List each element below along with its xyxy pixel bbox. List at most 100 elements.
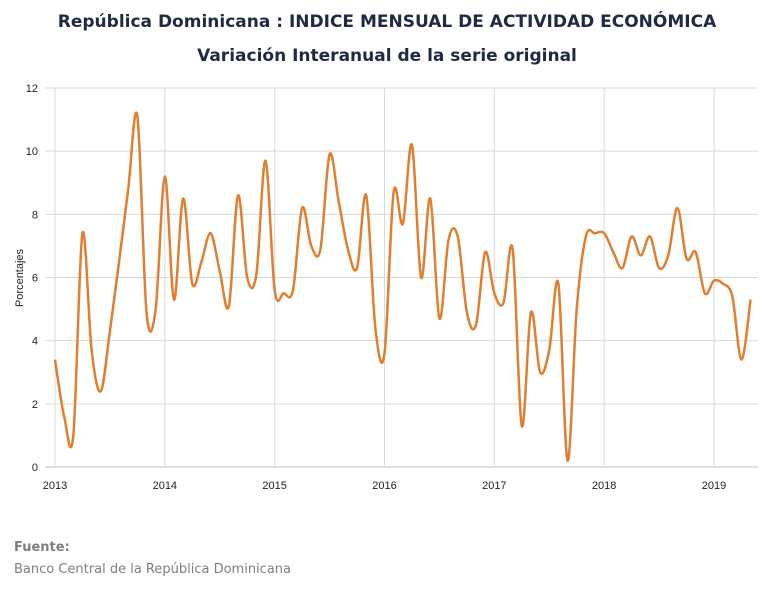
source-label: Fuente:	[14, 540, 70, 555]
data-point-2017-10	[575, 307, 579, 311]
series-line	[53, 111, 752, 462]
data-point-2017-06	[538, 370, 542, 374]
data-point-2015-01	[273, 288, 277, 292]
data-point-2015-05	[309, 244, 313, 248]
data-point-2013-08	[117, 260, 121, 264]
y-tick-label: 10	[26, 146, 38, 158]
data-point-2018-01	[602, 231, 606, 235]
x-tick-label: 2017	[482, 480, 506, 492]
data-point-2013-04	[80, 231, 84, 235]
y-tick-label: 4	[32, 336, 38, 348]
x-tick-label: 2013	[43, 480, 67, 492]
gridlines	[45, 87, 758, 468]
data-point-2014-04	[190, 282, 194, 286]
data-point-2017-12	[593, 231, 597, 235]
data-point-2013-11	[145, 310, 149, 314]
source-text: Banco Central de la República Dominicana	[14, 562, 291, 577]
x-tick-label: 2016	[372, 480, 396, 492]
data-point-2016-12	[483, 250, 487, 254]
data-point-2019-03	[730, 294, 734, 298]
data-point-2016-09	[456, 234, 460, 238]
data-point-2015-03	[291, 288, 295, 292]
data-point-2016-04	[410, 143, 414, 147]
data-point-2013-09	[126, 187, 130, 191]
data-point-2014-11	[254, 272, 258, 276]
data-point-2016-06	[428, 197, 432, 201]
data-point-2018-06	[648, 234, 652, 238]
data-point-2016-03	[401, 222, 405, 226]
data-point-2014-06	[209, 231, 213, 235]
data-point-2016-11	[474, 323, 478, 327]
data-point-2015-07	[328, 152, 332, 156]
data-point-2016-02	[392, 190, 396, 194]
data-point-2018-02	[611, 250, 615, 254]
data-point-2013-07	[108, 329, 112, 333]
data-point-2018-12	[703, 291, 707, 295]
data-point-2014-05	[199, 260, 203, 264]
y-tick-label: 8	[32, 209, 38, 221]
y-tick-label: 2	[32, 399, 38, 411]
data-point-2014-10	[245, 276, 249, 280]
y-tick-label: 6	[32, 273, 38, 285]
data-point-2017-05	[529, 310, 533, 314]
data-point-2017-02	[501, 301, 505, 305]
data-point-2018-09	[675, 206, 679, 210]
data-point-2017-04	[520, 424, 524, 428]
data-point-2019-04	[739, 358, 743, 362]
data-point-2017-07	[547, 348, 551, 352]
x-tick-label: 2019	[702, 480, 726, 492]
data-point-2016-07	[437, 317, 441, 321]
data-point-2018-05	[639, 253, 643, 257]
data-point-2017-09	[566, 459, 570, 463]
data-point-2015-06	[318, 247, 322, 251]
data-point-2016-01	[383, 351, 387, 355]
x-tick-label: 2015	[262, 480, 286, 492]
data-point-2018-04	[630, 234, 634, 238]
data-point-2017-11	[584, 234, 588, 238]
data-point-2013-03	[71, 433, 75, 437]
data-point-2017-03	[511, 247, 515, 251]
data-point-2014-08	[227, 304, 231, 308]
data-point-2018-10	[685, 257, 689, 261]
data-point-2013-06	[99, 389, 103, 393]
series-variacion	[53, 111, 753, 463]
x-tick-label: 2014	[153, 480, 177, 492]
x-tick-label: 2018	[592, 480, 616, 492]
data-point-2017-08	[556, 282, 560, 286]
data-point-2015-02	[282, 291, 286, 295]
data-point-2015-11	[364, 193, 368, 197]
data-point-2018-08	[666, 253, 670, 257]
data-point-2015-12	[373, 326, 377, 330]
data-point-2018-07	[657, 266, 661, 270]
chart-title: República Dominicana : INDICE MENSUAL DE…	[57, 12, 717, 32]
data-point-2013-12	[154, 307, 158, 311]
data-point-2013-01	[53, 358, 57, 362]
line-chart: 0 2 4 6 8 10 12 2013 2014 2015 2016 2017 2018 2019 P…	[14, 83, 758, 492]
x-axis-ticks: 2013 2014 2015 2016 2017 2018 2019	[43, 480, 726, 492]
data-point-2014-01	[163, 174, 167, 178]
data-point-2016-08	[447, 238, 451, 242]
data-point-2014-07	[218, 269, 222, 273]
data-point-2016-05	[419, 276, 423, 280]
data-point-2019-02	[721, 282, 725, 286]
data-point-2014-03	[181, 197, 185, 201]
data-point-2019-05	[749, 298, 753, 302]
data-point-2013-02	[62, 414, 66, 418]
data-point-2013-10	[135, 114, 139, 118]
data-point-2018-03	[620, 266, 624, 270]
data-point-2014-12	[264, 159, 268, 163]
y-axis-ticks: 0 2 4 6 8 10 12	[26, 83, 38, 474]
data-point-2013-05	[90, 348, 94, 352]
data-point-2015-08	[337, 200, 341, 204]
y-tick-label: 0	[32, 462, 38, 474]
data-point-2014-09	[236, 193, 240, 197]
y-tick-label: 12	[26, 83, 38, 95]
y-axis-label: Porcentajes	[14, 248, 26, 307]
data-point-2014-02	[172, 298, 176, 302]
data-point-2015-04	[300, 206, 304, 210]
data-point-2017-01	[492, 291, 496, 295]
chart-subtitle: Variación Interanual de la serie origina…	[197, 46, 577, 66]
data-point-2015-10	[355, 266, 359, 270]
data-point-2016-10	[465, 310, 469, 314]
data-point-2015-09	[346, 247, 350, 251]
